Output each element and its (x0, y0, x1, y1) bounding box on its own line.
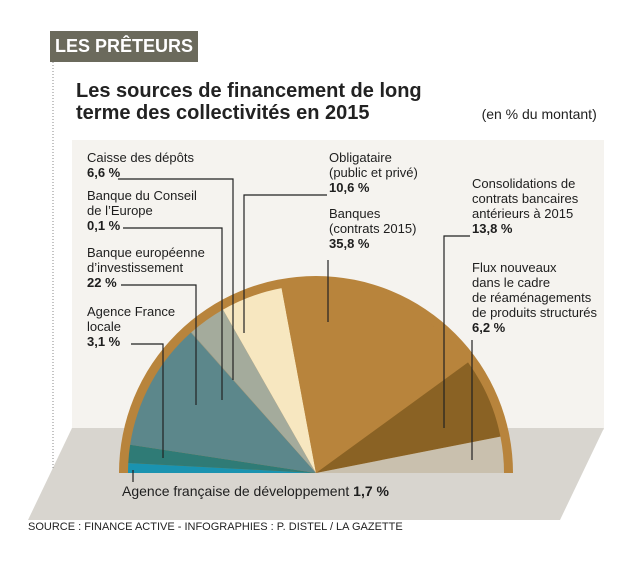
label-value: 35,8 % (329, 236, 370, 251)
source-credit: SOURCE : FINANCE ACTIVE - INFOGRAPHIES :… (28, 521, 403, 533)
label-bei: Banque européenne d’investissement 22 % (87, 245, 205, 290)
label-text: Agence française de développement (122, 483, 350, 499)
label-bce: Banque du Conseil de l’Europe 0,1 % (87, 188, 197, 233)
label-text: Banques (329, 206, 381, 221)
label-value: 6,6 % (87, 165, 121, 180)
chart-title: Les sources de financement de long terme… (76, 80, 597, 125)
leader-bce (123, 227, 223, 400)
leader-consolidations (443, 235, 470, 428)
label-consolidations: Consolidations de contrats bancaires ant… (472, 176, 578, 236)
label-value: 1,7 % (353, 483, 389, 499)
pie-slice-8 (316, 436, 504, 473)
pie-slice-0 (128, 462, 316, 473)
label-text: Caisse des dépôts (87, 150, 194, 165)
label-text: Banque du Conseil (87, 188, 197, 203)
label-text: Flux nouveaux (472, 260, 557, 275)
label-value: 0,1 % (87, 218, 121, 233)
label-flux: Flux nouveaux dans le cadre de réaménage… (472, 260, 597, 335)
label-afl: Agence France locale 3,1 % (87, 304, 175, 349)
label-text: Agence France (87, 304, 176, 319)
pie-slice-2 (130, 332, 316, 473)
label-text: dans le cadre (472, 275, 551, 290)
leader-bei (121, 284, 197, 405)
chart-title-text: Les sources de financement de long terme… (76, 80, 422, 124)
label-text: (contrats 2015) (329, 221, 417, 236)
label-banques: Banques (contrats 2015) 35,8 % (329, 206, 416, 251)
label-value: 6,2 % (472, 320, 506, 335)
label-text: de réaménagements (472, 290, 592, 305)
label-text: (public et privé) (329, 165, 418, 180)
label-text: antérieurs à 2015 (472, 206, 574, 221)
pie-slice-6 (281, 285, 469, 473)
label-value: 10,6 % (329, 180, 370, 195)
label-value: 3,1 % (87, 334, 121, 349)
pie-slice-1 (128, 444, 316, 473)
label-text: Obligataire (329, 150, 392, 165)
label-text: de produits structurés (472, 305, 598, 320)
chart-subtitle: (en % du montant) (481, 106, 597, 122)
pie-slice-5 (223, 288, 316, 473)
leader-lines (118, 178, 473, 482)
label-value: 22 % (87, 275, 117, 290)
label-afd: Agence française de développement 1,7 % (122, 484, 389, 499)
label-text: Banque européenne (87, 245, 205, 260)
label-text: d’investissement (87, 260, 184, 275)
leader-afl (131, 343, 164, 458)
label-text: de l’Europe (87, 203, 153, 218)
leader-obl (243, 194, 327, 333)
label-value: 13,8 % (472, 221, 513, 236)
label-text: locale (87, 319, 121, 334)
leader-cdc (118, 178, 234, 380)
pie-slice-7 (316, 362, 501, 473)
label-obligataire: Obligataire (public et privé) 10,6 % (329, 150, 418, 195)
label-text: contrats bancaires (472, 191, 579, 206)
label-text: Consolidations de (472, 176, 576, 191)
section-tag: LES PRÊTEURS (50, 31, 198, 62)
label-cdc: Caisse des dépôts 6,6 % (87, 150, 194, 180)
